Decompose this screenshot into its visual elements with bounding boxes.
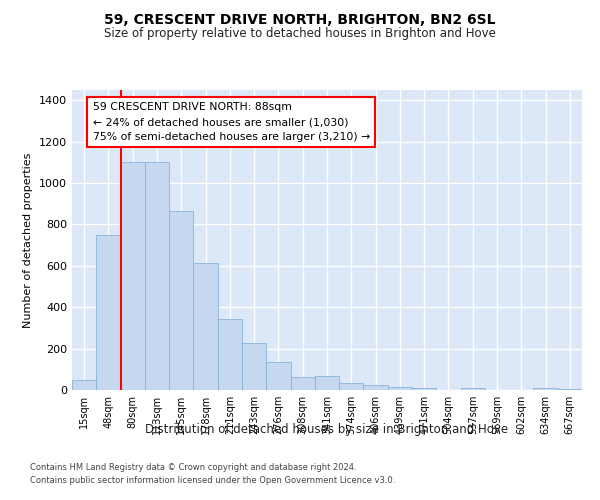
Text: Distribution of detached houses by size in Brighton and Hove: Distribution of detached houses by size … — [145, 422, 509, 436]
Bar — [145, 162, 169, 390]
Bar — [558, 389, 582, 390]
Bar — [169, 211, 193, 390]
Bar — [266, 362, 290, 390]
Bar — [96, 235, 121, 390]
Text: Size of property relative to detached houses in Brighton and Hove: Size of property relative to detached ho… — [104, 28, 496, 40]
Bar — [242, 344, 266, 390]
Bar — [364, 385, 388, 390]
Text: 59 CRESCENT DRIVE NORTH: 88sqm
← 24% of detached houses are smaller (1,030)
75% : 59 CRESCENT DRIVE NORTH: 88sqm ← 24% of … — [92, 102, 370, 142]
Bar — [533, 388, 558, 390]
Bar — [461, 388, 485, 390]
Bar — [388, 387, 412, 390]
Bar — [121, 162, 145, 390]
Bar — [72, 380, 96, 390]
Y-axis label: Number of detached properties: Number of detached properties — [23, 152, 34, 328]
Bar — [193, 263, 218, 390]
Bar — [218, 318, 242, 390]
Bar — [339, 383, 364, 390]
Bar — [315, 376, 339, 390]
Text: Contains HM Land Registry data © Crown copyright and database right 2024.: Contains HM Land Registry data © Crown c… — [30, 464, 356, 472]
Text: 59, CRESCENT DRIVE NORTH, BRIGHTON, BN2 6SL: 59, CRESCENT DRIVE NORTH, BRIGHTON, BN2 … — [104, 12, 496, 26]
Text: Contains public sector information licensed under the Open Government Licence v3: Contains public sector information licen… — [30, 476, 395, 485]
Bar — [412, 388, 436, 390]
Bar — [290, 376, 315, 390]
